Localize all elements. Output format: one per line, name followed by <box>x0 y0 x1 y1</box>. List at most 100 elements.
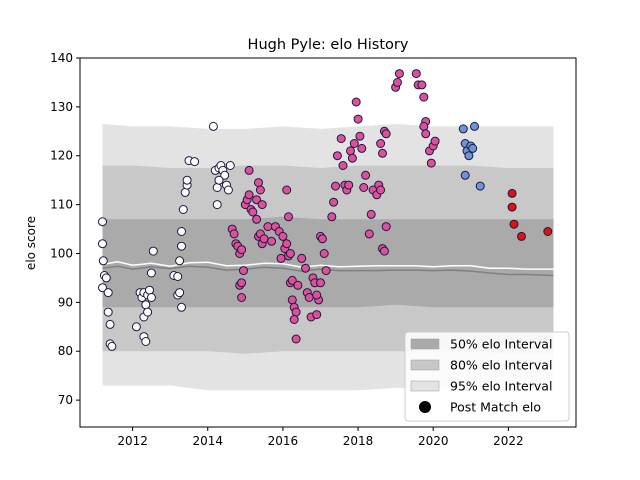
data-point <box>430 136 440 146</box>
data-point <box>289 315 299 324</box>
data-point <box>98 239 107 249</box>
data-point <box>366 209 376 219</box>
x-tick-label: 2022 <box>493 434 524 448</box>
data-point <box>257 200 267 210</box>
data-point <box>255 185 265 195</box>
y-tick-label: 120 <box>50 149 73 163</box>
plot-frame <box>79 57 577 428</box>
legend-swatch <box>410 338 440 350</box>
data-point <box>312 310 322 320</box>
x-tick-label: 2018 <box>343 434 374 448</box>
data-point <box>284 212 293 222</box>
median-line <box>102 261 554 270</box>
data-point <box>304 293 314 302</box>
data-point <box>357 143 367 153</box>
data-point <box>376 185 386 195</box>
legend-swatch <box>410 359 440 371</box>
data-point <box>239 266 248 276</box>
data-point <box>259 234 269 244</box>
data-point <box>267 236 277 246</box>
y-tick-label: 100 <box>50 246 73 260</box>
data-point <box>291 334 301 344</box>
legend-label: 80% elo Interval <box>450 358 552 373</box>
legend-swatch <box>410 380 440 392</box>
data-point <box>381 222 391 232</box>
data-point <box>507 188 517 198</box>
legend-marker <box>419 401 431 413</box>
data-point <box>175 288 185 298</box>
y-tick-label: 90 <box>58 295 73 309</box>
x-tick-label: 2014 <box>192 434 223 448</box>
data-point <box>327 212 337 222</box>
data-point <box>355 131 365 141</box>
data-point <box>214 175 224 185</box>
trend-lines <box>102 261 554 277</box>
data-point <box>301 263 310 273</box>
data-point <box>212 200 222 210</box>
data-point <box>244 190 254 200</box>
data-point <box>316 278 325 288</box>
data-point <box>332 151 342 161</box>
data-point <box>220 170 230 180</box>
data-point <box>364 229 374 239</box>
data-point <box>146 293 156 302</box>
data-point <box>254 178 263 188</box>
data-point <box>105 319 115 329</box>
data-point <box>276 253 286 263</box>
data-point <box>145 285 154 295</box>
data-point <box>344 180 354 190</box>
y-tick-label: 130 <box>50 100 73 114</box>
data-point <box>421 129 431 139</box>
data-point <box>182 175 192 185</box>
data-point <box>285 249 295 258</box>
data-point <box>317 234 327 244</box>
data-point <box>278 231 288 241</box>
data-point <box>229 229 239 239</box>
data-points <box>98 69 553 351</box>
data-point <box>101 273 111 283</box>
band-50 <box>102 216 554 308</box>
data-point <box>263 222 273 232</box>
data-point <box>237 293 247 302</box>
data-point <box>175 256 185 266</box>
data-point <box>131 322 141 332</box>
y-tick-label: 70 <box>58 393 73 407</box>
data-point <box>98 256 108 266</box>
data-point <box>107 341 117 351</box>
data-point <box>312 290 322 300</box>
data-point <box>177 302 186 312</box>
x-tick-label: 2020 <box>418 434 449 448</box>
data-point <box>252 195 262 205</box>
data-point <box>321 266 331 276</box>
data-point <box>282 239 292 249</box>
legend: 50% elo Interval 80% elo Interval 95% elo … <box>404 331 570 422</box>
data-point <box>464 151 474 161</box>
data-point <box>141 300 151 310</box>
data-point <box>338 161 348 170</box>
data-point <box>411 69 421 79</box>
data-point <box>237 278 247 288</box>
data-point <box>376 139 386 148</box>
data-point <box>359 183 369 192</box>
data-point <box>297 253 307 263</box>
data-point <box>98 217 107 227</box>
data-point <box>244 165 254 175</box>
x-axis: 2012 2014 2016 2018 2020 2022 <box>117 427 524 448</box>
y-tick-label: 140 <box>50 51 73 65</box>
y-tick-label: 80 <box>58 344 73 358</box>
data-point <box>177 227 186 236</box>
data-point <box>346 146 355 156</box>
plot-area <box>79 57 577 428</box>
data-point <box>173 272 183 281</box>
data-point <box>148 246 158 256</box>
data-point <box>349 139 359 148</box>
data-point <box>394 69 404 79</box>
data-point <box>208 121 218 131</box>
data-point <box>419 92 429 102</box>
data-point <box>282 185 292 195</box>
x-tick-label: 2016 <box>268 434 299 448</box>
data-point <box>353 114 363 124</box>
data-point <box>248 207 258 217</box>
data-point <box>509 219 519 229</box>
